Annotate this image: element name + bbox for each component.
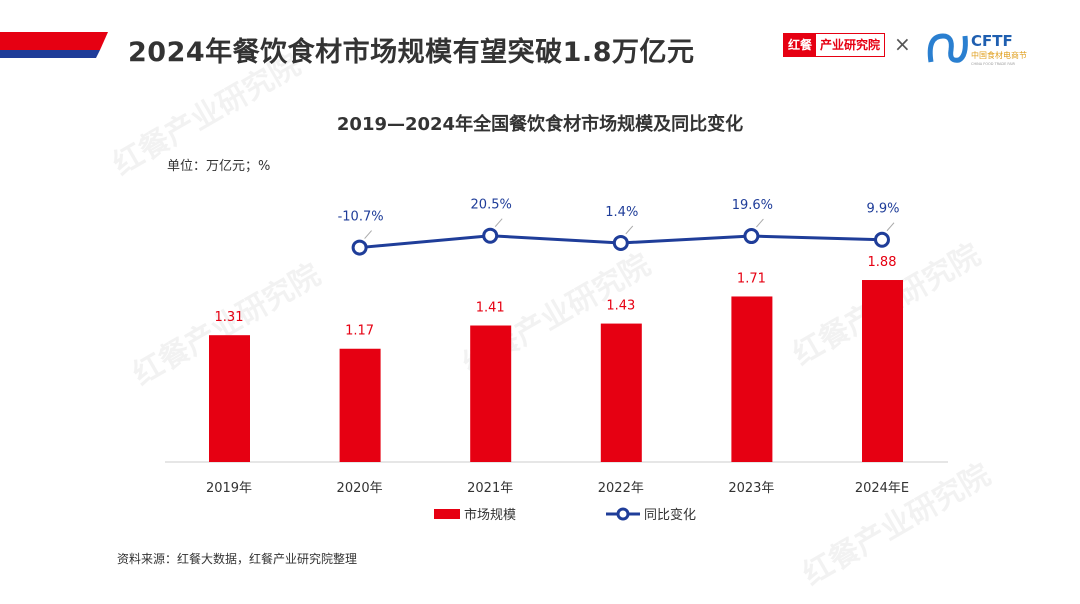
legend-bar-swatch <box>434 509 460 519</box>
bar-data-label: 1.71 <box>737 271 766 286</box>
source-note: 资料来源：红餐大数据，红餐产业研究院整理 <box>117 552 358 566</box>
bar-data-label: 1.88 <box>868 255 897 270</box>
bar <box>862 280 903 462</box>
bar-data-label: 1.31 <box>215 310 244 325</box>
bar-data-label: 1.41 <box>476 301 505 316</box>
bar <box>209 335 250 462</box>
hongcan-logo: 红餐 产业研究院 <box>783 33 886 57</box>
times-symbol: × <box>894 32 911 56</box>
line-point <box>874 231 890 248</box>
x-tick-label: 2024年E <box>855 481 909 496</box>
svg-text:中国食材电商节: 中国食材电商节 <box>971 50 1027 60</box>
header-banner-decoration <box>0 32 108 58</box>
label-leader <box>756 218 764 228</box>
line-point <box>743 228 760 245</box>
bar-data-label: 1.43 <box>606 299 635 314</box>
bar-data-label: 1.17 <box>345 324 374 339</box>
x-tick-label: 2019年 <box>206 481 252 496</box>
line-point <box>612 234 629 251</box>
line-point <box>351 239 368 256</box>
cftf-logo: CFTF 中国食材电商节 CHINA FOOD TRADE FAIR <box>925 26 1035 66</box>
label-leader <box>886 222 895 232</box>
bar <box>731 296 773 462</box>
label-leader <box>625 225 634 235</box>
legend-line-marker <box>616 507 630 521</box>
x-tick-label: 2022年 <box>598 481 644 496</box>
line-data-label: 9.9% <box>866 202 899 217</box>
x-tick-label: 2021年 <box>467 481 513 496</box>
line-data-label: 1.4% <box>605 205 638 220</box>
chart-title: 2019—2024年全国餐饮食材市场规模及同比变化 <box>336 114 744 135</box>
svg-text:CFTF: CFTF <box>971 32 1013 50</box>
line-data-label: 20.5% <box>471 198 512 213</box>
label-leader <box>364 230 372 239</box>
page-title: 2024年餐饮食材市场规模有望突破1.8万亿元 <box>128 37 695 68</box>
legend-bar-label: 市场规模 <box>464 507 516 523</box>
line-point <box>482 227 499 244</box>
svg-text:CHINA FOOD TRADE FAIR: CHINA FOOD TRADE FAIR <box>971 62 1016 66</box>
unit-label: 单位：万亿元；% <box>167 159 271 174</box>
x-tick-label: 2023年 <box>728 481 774 496</box>
legend-line-label: 同比变化 <box>644 507 696 523</box>
line-data-label: 19.6% <box>732 198 773 213</box>
x-tick-label: 2020年 <box>337 481 383 496</box>
bar <box>339 348 381 462</box>
line-data-label: -10.7% <box>338 210 384 225</box>
label-leader <box>494 218 503 228</box>
bar <box>470 325 512 462</box>
bar <box>600 323 642 462</box>
